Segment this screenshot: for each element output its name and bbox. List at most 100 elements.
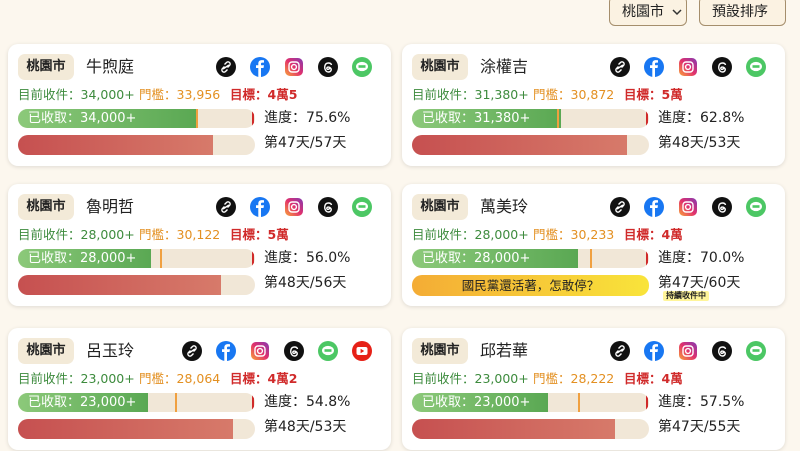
threshold: 門檻：33,956 <box>139 87 220 103</box>
threshold-value: 30,872 <box>570 87 615 102</box>
instagram-icon[interactable] <box>678 197 698 217</box>
line-icon[interactable] <box>746 197 766 217</box>
current-value: 34,000+ <box>80 87 135 102</box>
link-glyph <box>216 57 236 77</box>
target-value: 4萬5 <box>267 87 298 102</box>
instagram-glyph <box>679 198 697 216</box>
threshold-label: 門檻： <box>533 371 571 386</box>
threshold-value: 30,122 <box>176 227 221 242</box>
collected-value: 34,000+ <box>80 111 137 126</box>
target-label: 目標： <box>624 87 662 102</box>
link-icon[interactable] <box>610 341 630 361</box>
current-value: 28,000+ <box>474 227 529 242</box>
collected-text: 已收取：23,000+ <box>422 394 530 411</box>
days-bar <box>18 275 255 295</box>
threads-icon[interactable] <box>284 341 304 361</box>
instagram-icon[interactable] <box>678 341 698 361</box>
current-label: 目前收件： <box>18 371 81 386</box>
threshold-label: 門檻： <box>139 371 177 386</box>
progress-label: 進度： <box>658 110 700 126</box>
collected-fill <box>18 249 151 268</box>
progress: 進度：75.6% <box>264 109 350 127</box>
collected-label: 已收取： <box>422 111 475 126</box>
instagram-icon[interactable] <box>678 57 698 77</box>
instagram-icon[interactable] <box>284 197 304 217</box>
target: 目標：4萬 <box>624 371 683 387</box>
candidate-name: 呂玉玲 <box>86 341 135 360</box>
facebook-icon[interactable] <box>644 341 664 361</box>
target-marker <box>252 249 254 268</box>
instagram-icon[interactable] <box>284 57 304 77</box>
facebook-icon[interactable] <box>250 197 270 217</box>
facebook-glyph <box>250 197 270 217</box>
city-select[interactable]: 桃園市 <box>609 0 687 26</box>
line-icon[interactable] <box>746 57 766 77</box>
threshold-marker <box>159 249 162 268</box>
threshold-label: 門檻： <box>533 227 571 242</box>
threads-icon[interactable] <box>712 341 732 361</box>
threads-glyph <box>318 197 338 217</box>
days-text: 第48天/53天 <box>658 135 741 151</box>
current-label: 目前收件： <box>412 227 475 242</box>
current-count: 目前收件：28,000+ <box>18 227 135 243</box>
threads-icon[interactable] <box>318 197 338 217</box>
current-count: 目前收件：23,000+ <box>412 371 529 387</box>
collected-value: 28,000+ <box>80 251 137 266</box>
threads-icon[interactable] <box>712 197 732 217</box>
collected-fill <box>18 393 148 412</box>
collected-fill <box>412 249 578 268</box>
collected-value: 28,000+ <box>474 251 531 266</box>
candidate-name: 魯明哲 <box>86 197 135 216</box>
threshold-marker <box>557 109 560 128</box>
line-glyph <box>352 57 372 77</box>
banner: 國民黨還活著，怎敢停？ <box>412 275 649 296</box>
threads-icon[interactable] <box>712 57 732 77</box>
days-bar <box>412 135 649 155</box>
target-marker <box>252 393 254 412</box>
candidate-card: 桃園市 萬美玲 目前收件：28,000+ 門檻：30,233 目標：4萬 已收取：28,0… <box>402 184 785 306</box>
collected-text: 已收取：28,000+ <box>422 250 530 267</box>
line-icon[interactable] <box>352 197 372 217</box>
days-text: 第47天/57天 <box>264 135 347 151</box>
facebook-icon[interactable] <box>250 57 270 77</box>
current-label: 目前收件： <box>18 87 81 102</box>
threshold-marker <box>578 393 581 412</box>
collected-bar: 已收取：23,000+ <box>18 393 255 412</box>
facebook-glyph <box>216 341 236 361</box>
target-marker <box>646 249 648 268</box>
collected-bar: 已收取：28,000+ <box>412 249 649 268</box>
facebook-icon[interactable] <box>644 57 664 77</box>
threshold-label: 門檻： <box>533 87 571 102</box>
facebook-icon[interactable] <box>644 197 664 217</box>
threads-glyph <box>284 341 304 361</box>
youtube-icon[interactable] <box>352 341 372 361</box>
collected-fill <box>412 393 549 412</box>
link-icon[interactable] <box>182 341 202 361</box>
instagram-icon[interactable] <box>250 341 270 361</box>
instagram-glyph <box>679 58 697 76</box>
days-bar <box>18 135 255 155</box>
progress-label: 進度： <box>264 394 306 410</box>
link-icon[interactable] <box>610 197 630 217</box>
threshold: 門檻：30,233 <box>533 227 614 243</box>
link-icon[interactable] <box>610 57 630 77</box>
link-icon[interactable] <box>216 57 236 77</box>
target: 目標：4萬5 <box>230 87 297 103</box>
link-icon[interactable] <box>216 197 236 217</box>
line-icon[interactable] <box>352 57 372 77</box>
collected-bar: 已收取：28,000+ <box>18 249 255 268</box>
candidate-card: 桃園市 涂權吉 目前收件：31,380+ 門檻：30,872 目標：5萬 已收取：31,3… <box>402 44 785 166</box>
collected-value: 23,000+ <box>80 395 137 410</box>
line-icon[interactable] <box>746 341 766 361</box>
days-fill <box>412 135 627 155</box>
sort-button[interactable]: 預設排序 <box>699 0 786 26</box>
facebook-icon[interactable] <box>216 341 236 361</box>
days-bar <box>412 419 649 439</box>
link-glyph <box>610 197 630 217</box>
threads-icon[interactable] <box>318 57 338 77</box>
youtube-glyph <box>352 341 372 361</box>
target-label: 目標： <box>624 227 662 242</box>
line-icon[interactable] <box>318 341 338 361</box>
city-pill: 桃園市 <box>18 54 74 80</box>
collected-bar: 已收取：23,000+ <box>412 393 649 412</box>
